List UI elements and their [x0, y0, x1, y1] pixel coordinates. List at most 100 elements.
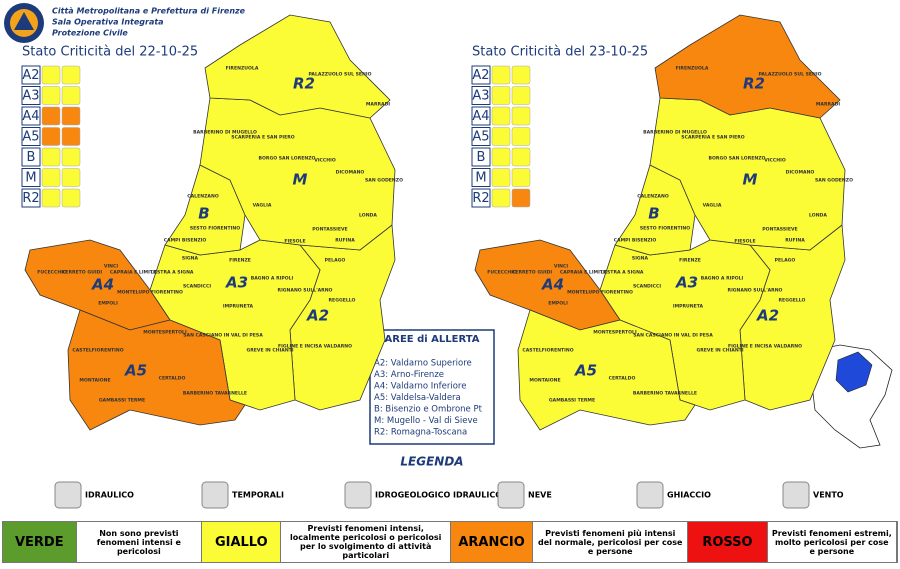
- header-line: Città Metropolitana e Prefettura di Fire…: [52, 7, 246, 16]
- zone-code: A5: [472, 130, 489, 145]
- alert-map: Stato Criticità del 22-10-25 FIRENZUOLA PA…: [21, 14, 403, 431]
- municipality-label: CAMPI BISENZIO: [164, 238, 207, 244]
- hazard-icon: [511, 147, 531, 167]
- municipality-label: FUCECCHIO: [37, 270, 67, 276]
- area-item: A2: Valdarno Superiore: [374, 359, 472, 369]
- zone-label: A3: [675, 274, 698, 292]
- municipality-label: FUCECCHIO: [487, 270, 517, 276]
- legend-icon-label: IDROGEOLOGICO IDRAULICO: [375, 491, 502, 500]
- zone-code: A4: [472, 109, 489, 124]
- zone-label: A5: [124, 362, 147, 380]
- municipality-label: VAGLIA: [253, 203, 272, 209]
- municipality-label: VINCI: [554, 264, 568, 270]
- municipality-label: PALAZZUOLO SUL SENIO: [758, 72, 821, 78]
- hazard-icon: [41, 168, 61, 187]
- hazard-icon: [61, 86, 81, 105]
- logo: [4, 3, 44, 43]
- municipality-label: SESTO FIORENTINO: [640, 226, 690, 232]
- municipality-label: BARBERINO TAVARNELLE: [633, 391, 697, 397]
- map-title: Stato Criticità del 23-10-25: [472, 45, 648, 60]
- hazard-icon: [61, 106, 81, 126]
- municipality-label: CASTELFIORENTINO: [522, 348, 573, 354]
- hazard-icon: [491, 147, 511, 167]
- legend-icon: [201, 481, 229, 509]
- municipality-label: RIGNANO SULL'ARNO: [728, 288, 783, 294]
- legend-icon-label: IDRAULICO: [85, 491, 134, 500]
- legend-icon: [782, 481, 810, 509]
- zone-code: A3: [22, 89, 39, 104]
- municipality-label: SIGNA: [632, 256, 649, 262]
- municipality-label: MONTESPERTOLI: [143, 330, 187, 336]
- tuscany-inset: [804, 344, 893, 449]
- zone-label: A4: [541, 276, 564, 294]
- zone-code: A3: [472, 89, 489, 104]
- hazard-icon: [511, 168, 531, 187]
- zone-label: B: [648, 205, 659, 223]
- municipality-label: SCARPERIA E SAN PIERO: [681, 135, 744, 141]
- hazard-icon: [491, 168, 511, 187]
- zone-code-box: [21, 65, 41, 85]
- zone-code-box: [21, 188, 41, 208]
- scale-level: GIALLO: [202, 522, 282, 562]
- municipality-label: SCARPERIA E SAN PIERO: [231, 135, 294, 141]
- hazard-icon: [511, 106, 531, 126]
- municipality-label: MONTAIONE: [529, 378, 560, 384]
- municipality-label: PONTASSIEVE: [312, 227, 347, 233]
- municipality-label: PONTASSIEVE: [762, 227, 797, 233]
- municipality-label: MARRADI: [366, 102, 391, 108]
- municipality-label: GREVE IN CHIANTI: [696, 348, 743, 354]
- hazard-icon: [491, 127, 511, 146]
- legend-icon-label: GHIACCIO: [667, 491, 711, 500]
- legend-icon-label: TEMPORALI: [232, 491, 284, 500]
- hazard-icon: [41, 106, 61, 126]
- municipality-label: MONTELUPO FIORENTINO: [117, 290, 183, 296]
- scale-description: Previsti fenomeni estremi, molto pericol…: [767, 522, 897, 562]
- scale-level: ARANCIO: [450, 522, 534, 562]
- hazard-icon: [491, 106, 511, 126]
- municipality-label: VINCI: [104, 264, 118, 270]
- municipality-label: BAGNO A RIPOLI: [251, 276, 294, 282]
- municipality-label: BARBERINO DI MUGELLO: [643, 130, 707, 136]
- scale-description: Previsti fenomeni intensi, localmente pe…: [281, 522, 451, 562]
- legend-icon: [497, 481, 525, 509]
- zone-code-box: [21, 86, 41, 105]
- areas-title: AREE di ALLERTA: [385, 334, 480, 345]
- header-line: Sala Operativa Integrata: [52, 18, 164, 27]
- municipality-label: PELAGO: [775, 258, 796, 264]
- zone-label: R2: [293, 75, 315, 93]
- municipality-label: LASTRA A SIGNA: [151, 270, 194, 276]
- scale-description: Previsti fenomeni più intensi del normal…: [533, 522, 689, 562]
- zone-code: A2: [472, 68, 489, 83]
- municipality-label: VICCHIO: [314, 158, 336, 164]
- legend-icon: [636, 481, 664, 509]
- zone-code-box: [21, 127, 41, 146]
- municipality-label: REGGELLO: [329, 298, 356, 304]
- municipality-label: GAMBASSI TERME: [549, 398, 595, 404]
- municipality-label: SAN GODENZO: [365, 178, 403, 184]
- municipality-label: CALENZANO: [187, 194, 219, 200]
- zone-label: A3: [225, 274, 248, 292]
- hazard-icon: [491, 65, 511, 85]
- municipality-label: MONTELUPO FIORENTINO: [567, 290, 633, 296]
- municipality-label: CALENZANO: [637, 194, 669, 200]
- zone-code-box: [471, 86, 491, 105]
- alert-zone: [517, 309, 696, 431]
- municipality-label: EMPOLI: [98, 301, 118, 307]
- zone-code: R2: [22, 191, 39, 206]
- municipality-label: VICCHIO: [764, 158, 786, 164]
- municipality-label: CERTALDO: [159, 376, 186, 382]
- zone-label: A5: [574, 362, 597, 380]
- zone-code: B: [477, 150, 486, 165]
- hazard-icon: [491, 86, 511, 105]
- municipality-label: SESTO FIORENTINO: [190, 226, 240, 232]
- municipality-label: GREVE IN CHIANTI: [246, 348, 293, 354]
- legend-icon: [344, 481, 372, 509]
- municipality-label: SAN CASCIANO IN VAL DI PESA: [633, 333, 713, 339]
- municipality-label: SCANDICCI: [183, 284, 211, 290]
- municipality-label: LONDA: [359, 213, 377, 219]
- hazard-icon: [511, 86, 531, 105]
- municipality-label: DICOMANO: [336, 170, 365, 176]
- hazard-icon: [61, 65, 81, 85]
- map-sheet: Città Metropolitana e Prefettura di Fire…: [4, 3, 893, 509]
- zone-code-box: [471, 168, 491, 187]
